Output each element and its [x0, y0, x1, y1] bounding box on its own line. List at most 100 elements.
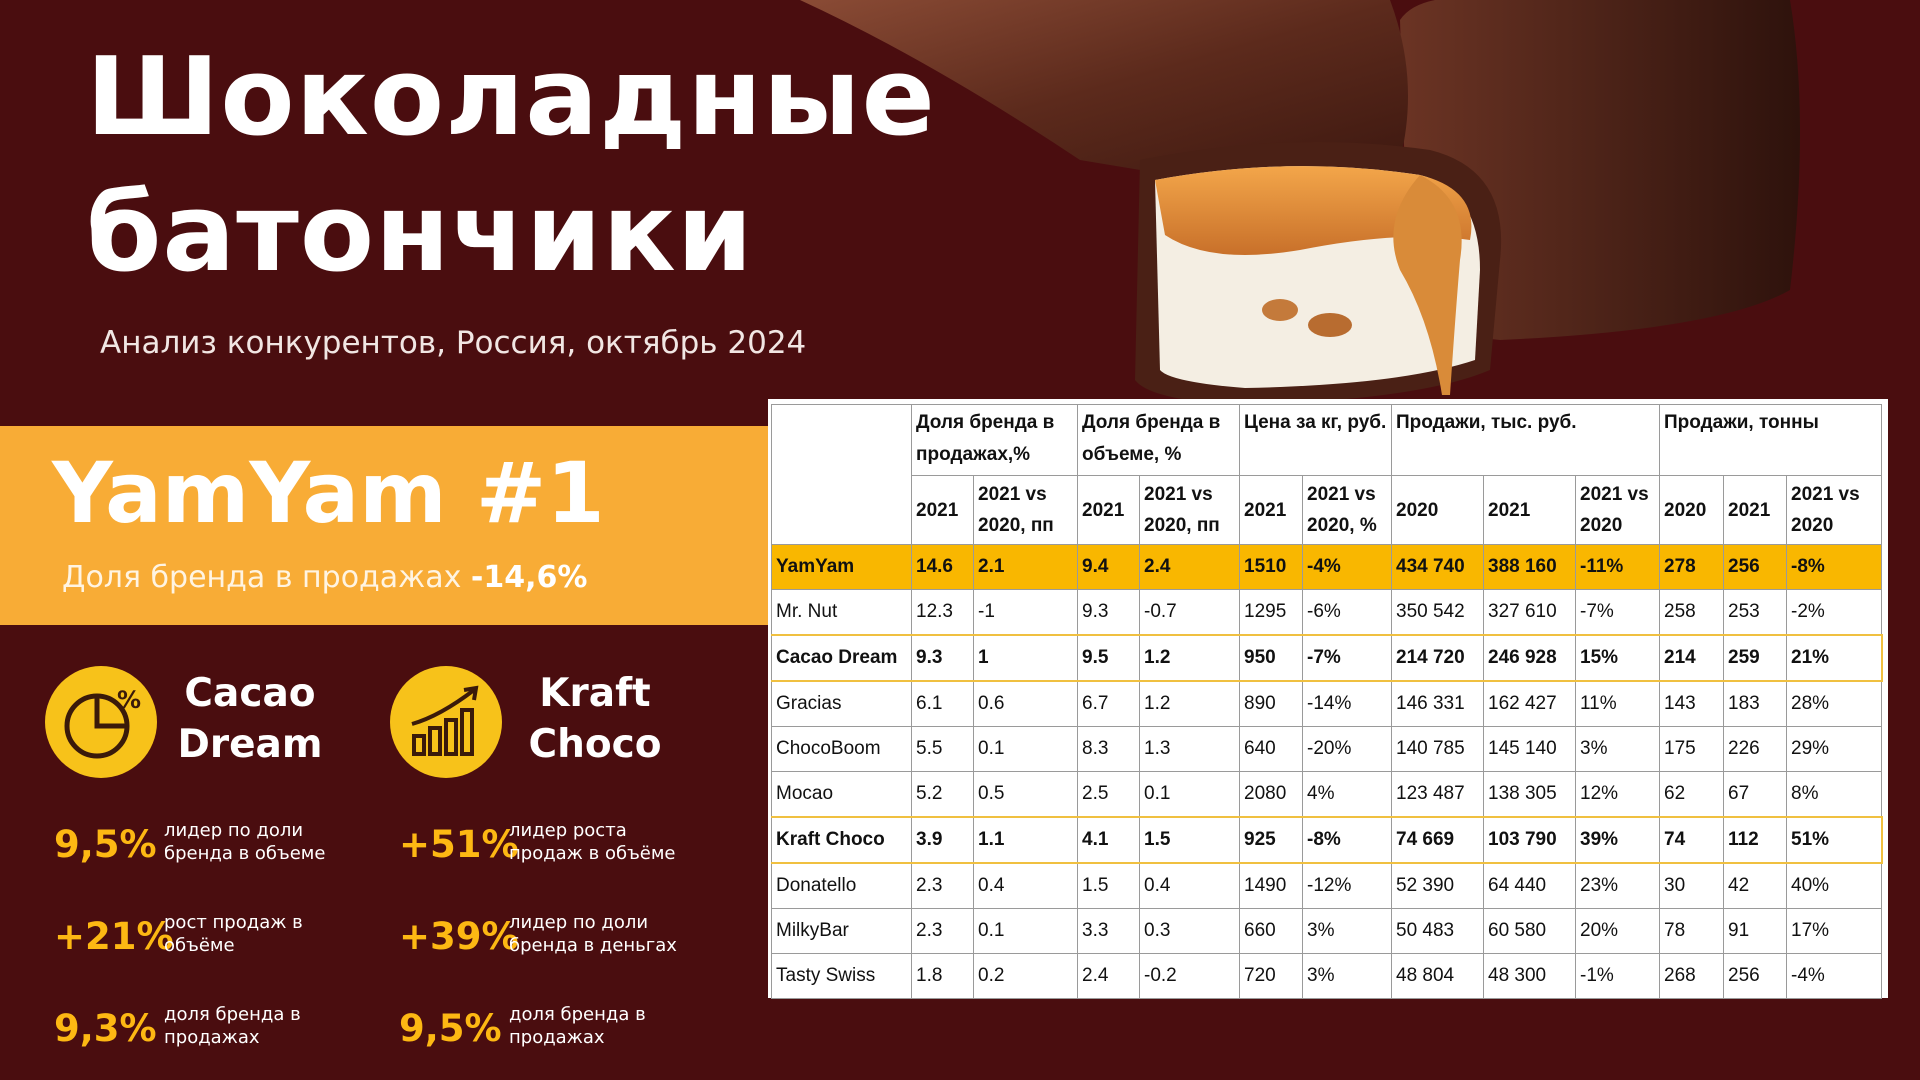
value-cell: 2.3 — [911, 862, 974, 909]
value-cell: 0.1 — [973, 908, 1078, 954]
value-cell: 0.5 — [973, 771, 1078, 818]
value-cell: 50 483 — [1391, 908, 1484, 954]
table-row: Gracias 6.1 0.6 6.7 1.2 890 -14% 146 331 162 427… — [771, 680, 1882, 727]
group-header: Продажи, тыс. руб. — [1391, 404, 1660, 476]
value-cell: 1510 — [1239, 544, 1303, 590]
table-row: Cacao Dream 9.3 1 9.5 1.2 950 -7% 214 720 246 92… — [771, 634, 1883, 682]
stat: 9,3% доля бренда в продажах — [0, 999, 360, 1069]
stat-value: 9,5% — [399, 1007, 502, 1050]
column-header: 2021 — [1723, 475, 1787, 545]
value-cell: -12% — [1302, 862, 1392, 909]
value-cell: 388 160 — [1483, 544, 1576, 590]
value-cell: 60 580 — [1483, 908, 1576, 954]
value-cell: 1490 — [1239, 862, 1303, 909]
column-header: 2020 — [1659, 475, 1724, 545]
stat: +51% лидер роста продаж в объёме — [345, 815, 705, 885]
value-cell: 48 300 — [1483, 953, 1576, 999]
value-cell: 14.6 — [911, 544, 974, 590]
value-cell: 183 — [1723, 680, 1787, 727]
value-cell: 67 — [1723, 771, 1787, 818]
column-header: 2021 vs 2020, пп — [1139, 475, 1240, 545]
banner-value: -14,6% — [470, 560, 588, 595]
pie-icon: % — [45, 666, 157, 778]
column-header: 2021 — [1239, 475, 1303, 545]
value-cell: 1 — [973, 634, 1078, 682]
value-cell: 30 — [1659, 862, 1724, 909]
value-cell: 350 542 — [1391, 589, 1484, 636]
stat-text: доля бренда в продажах — [509, 1004, 646, 1048]
brand-cell: Kraft Choco — [771, 816, 912, 864]
value-cell: 140 785 — [1391, 726, 1484, 772]
value-cell: 12% — [1575, 771, 1660, 818]
brand-cell: YamYam — [771, 544, 912, 590]
value-cell: 2080 — [1239, 771, 1303, 818]
value-cell: 0.2 — [973, 953, 1078, 999]
value-cell: 4.1 — [1077, 816, 1140, 864]
value-cell: 1295 — [1239, 589, 1303, 636]
value-cell: -4% — [1302, 544, 1392, 590]
table-row: Tasty Swiss 1.8 0.2 2.4 -0.2 720 3% 48 804 48 30… — [771, 953, 1882, 999]
subtitle: Анализ конкурентов, Россия, октябрь 2024 — [100, 325, 807, 361]
value-cell: 1.2 — [1139, 680, 1240, 727]
value-cell: 74 669 — [1391, 816, 1484, 864]
banner: YamYam #1 Доля бренда в продажах -14,6% — [0, 426, 770, 625]
table-row: Kraft Choco 3.9 1.1 4.1 1.5 925 -8% 74 669 103 7… — [771, 816, 1883, 864]
value-cell: 925 — [1239, 816, 1303, 864]
value-cell: 253 — [1723, 589, 1787, 636]
brand-cell: Gracias — [771, 680, 912, 727]
value-cell: 29% — [1786, 726, 1882, 772]
table-row: Donatello 2.3 0.4 1.5 0.4 1490 -12% 52 390 64 44… — [771, 862, 1882, 909]
value-cell: 138 305 — [1483, 771, 1576, 818]
banner-label: Доля бренда в продажах — [62, 560, 462, 595]
brand-card: % Cacao Dream 9,5% лидер по доли бренда в… — [0, 660, 360, 1080]
value-cell: 3.3 — [1077, 908, 1140, 954]
value-cell: 28% — [1786, 680, 1882, 727]
value-cell: 123 487 — [1391, 771, 1484, 818]
icon-art: % — [64, 686, 141, 759]
brand-cell: Tasty Swiss — [771, 953, 912, 999]
stat: +39% лидер по доли бренда в деньгах — [345, 907, 705, 977]
brand-card: Kraft Choco +51% лидер роста продаж в объ… — [345, 660, 705, 1080]
value-cell: 64 440 — [1483, 862, 1576, 909]
value-cell: 2.4 — [1077, 953, 1140, 999]
value-cell: 226 — [1723, 726, 1787, 772]
value-cell: -0.7 — [1139, 589, 1240, 636]
value-cell: -4% — [1786, 953, 1882, 999]
value-cell: 4% — [1302, 771, 1392, 818]
value-cell: 0.1 — [1139, 771, 1240, 818]
value-cell: 23% — [1575, 862, 1660, 909]
group-header: Доля бренда в продажах,% — [911, 404, 1078, 476]
stat: 9,5% доля бренда в продажах — [345, 999, 705, 1069]
value-cell: 8% — [1786, 771, 1882, 818]
value-cell: 246 928 — [1483, 634, 1576, 682]
value-cell: 48 804 — [1391, 953, 1484, 999]
table-row: Mr. Nut 12.3 -1 9.3 -0.7 1295 -6% 350 542 327 61… — [771, 589, 1882, 636]
value-cell: -0.2 — [1139, 953, 1240, 999]
value-cell: 162 427 — [1483, 680, 1576, 727]
value-cell: 143 — [1659, 680, 1724, 727]
data-table: Доля бренда в продажах,% Доля бренда в об… — [771, 404, 1883, 999]
value-cell: 2.3 — [911, 908, 974, 954]
header-row: 2021 2021 vs 2020, пп 2021 2021 vs 2020, пп… — [772, 475, 1882, 545]
stat-text: рост продаж в объёме — [164, 912, 303, 956]
value-cell: 1.8 — [911, 953, 974, 999]
value-cell: 256 — [1723, 544, 1787, 590]
value-cell: -7% — [1302, 634, 1392, 682]
value-cell: 6.7 — [1077, 680, 1140, 727]
value-cell: 9.5 — [1077, 634, 1140, 682]
value-cell: 268 — [1659, 953, 1724, 999]
value-cell: 640 — [1239, 726, 1303, 772]
value-cell: 42 — [1723, 862, 1787, 909]
stat-text: лидер по доли бренда в объеме — [164, 820, 326, 864]
value-cell: 3% — [1302, 908, 1392, 954]
stat-text: доля бренда в продажах — [164, 1004, 301, 1048]
table-body: YamYam 14.6 2.1 9.4 2.4 1510 -4% 434 740 388 160… — [771, 544, 1883, 999]
column-header: 2021 vs 2020 — [1786, 475, 1882, 545]
column-header: 2021 vs 2020 — [1575, 475, 1660, 545]
value-cell: 21% — [1786, 634, 1883, 682]
stat-value: 9,3% — [54, 1007, 157, 1050]
column-header: 2020 — [1391, 475, 1484, 545]
value-cell: 145 140 — [1483, 726, 1576, 772]
